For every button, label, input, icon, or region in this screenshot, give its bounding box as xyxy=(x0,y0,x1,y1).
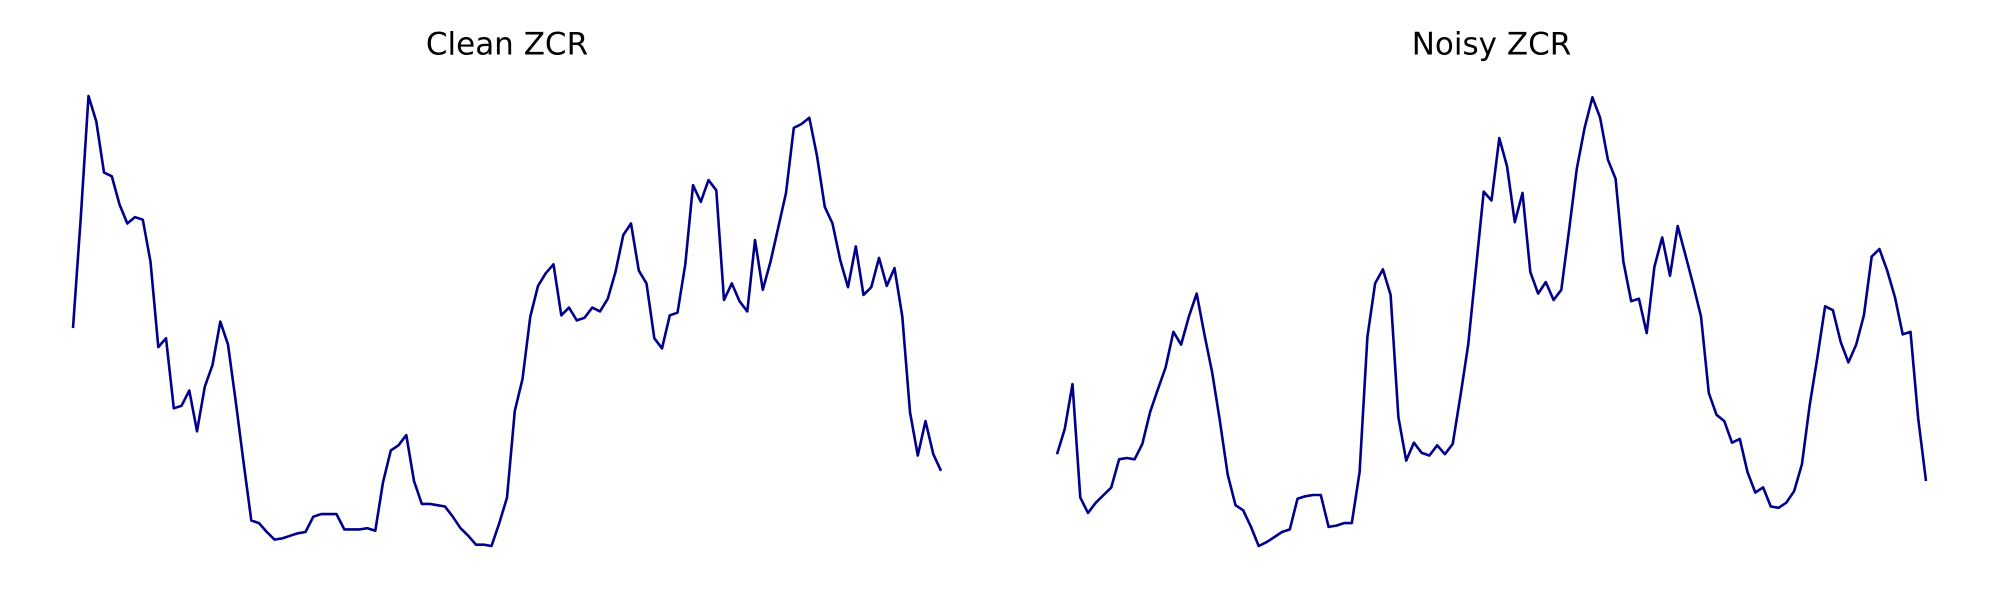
line xyxy=(1055,96,1928,548)
line xyxy=(71,94,943,548)
chart-title: Noisy ZCR xyxy=(1412,27,1572,63)
chart-title: Clean ZCR xyxy=(426,27,588,63)
